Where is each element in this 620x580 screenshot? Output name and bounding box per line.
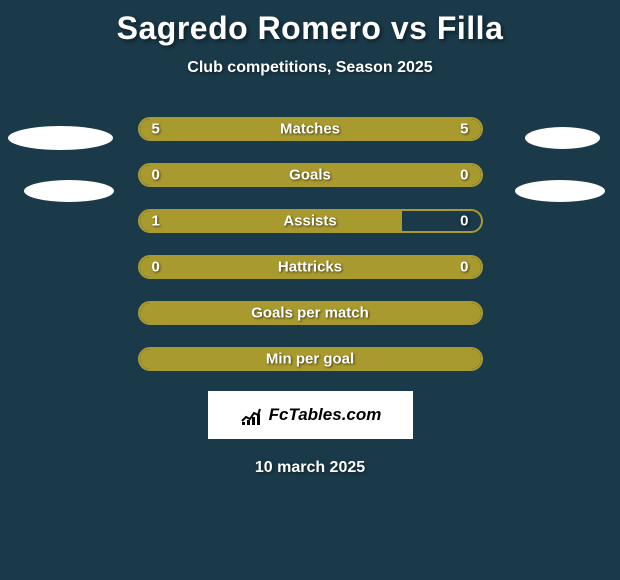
brand-badge: FcTables.com <box>208 391 413 439</box>
stat-row-hattricks: 0 Hattricks 0 <box>138 255 483 279</box>
comparison-subtitle: Club competitions, Season 2025 <box>187 59 432 77</box>
stat-label: Hattricks <box>278 259 342 276</box>
stat-row-matches: 5 Matches 5 <box>138 117 483 141</box>
stat-value-right: 5 <box>460 121 468 138</box>
stat-row-assists: 1 Assists 0 <box>138 209 483 233</box>
stat-label: Assists <box>283 213 336 230</box>
stat-label: Goals <box>289 167 331 184</box>
bar-right <box>310 165 481 185</box>
stat-row-min-per-goal: Min per goal <box>138 347 483 371</box>
chart-icon <box>239 403 263 427</box>
stat-label: Goals per match <box>251 305 369 322</box>
stat-value-left: 1 <box>152 213 160 230</box>
main-container: Sagredo Romero vs Filla Club competition… <box>0 0 620 580</box>
date-text: 10 march 2025 <box>255 459 365 477</box>
stat-value-left: 0 <box>152 167 160 184</box>
stats-container: 5 Matches 5 0 Goals 0 1 Assists 0 0 Hatt… <box>0 117 620 371</box>
stat-row-goals-per-match: Goals per match <box>138 301 483 325</box>
stat-row-goals: 0 Goals 0 <box>138 163 483 187</box>
brand-text: FcTables.com <box>269 405 382 425</box>
comparison-title: Sagredo Romero vs Filla <box>117 10 504 47</box>
stat-label: Min per goal <box>266 351 354 368</box>
stat-value-left: 5 <box>152 121 160 138</box>
stat-value-right: 0 <box>460 213 468 230</box>
bar-left <box>140 165 311 185</box>
stat-label: Matches <box>280 121 340 138</box>
stat-value-left: 0 <box>152 259 160 276</box>
stat-value-right: 0 <box>460 259 468 276</box>
bar-left <box>140 211 403 231</box>
stat-value-right: 0 <box>460 167 468 184</box>
